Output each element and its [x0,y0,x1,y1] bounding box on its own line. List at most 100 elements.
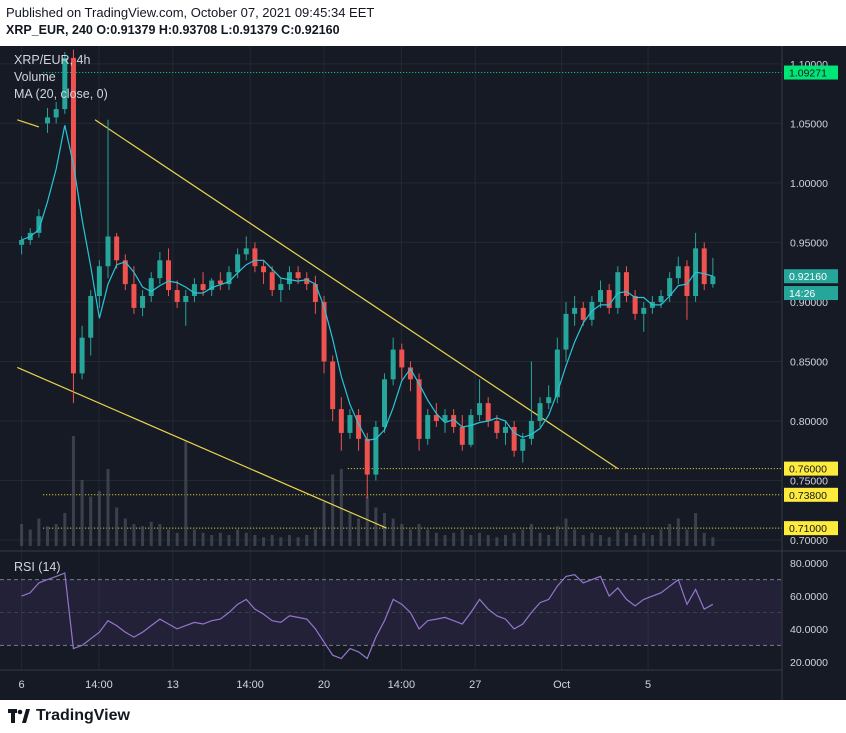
volume-bar [443,535,447,546]
volume-bar [201,532,205,546]
candle-body [79,337,85,374]
candle-body [373,426,379,475]
volume-bar [287,535,291,546]
time-tick-label: 6 [19,679,25,691]
volume-bar [426,529,430,546]
candle-body [433,415,439,421]
price-chart[interactable]: 1.100001.050001.000000.950000.900000.850… [0,46,846,700]
volume-bar [383,513,387,546]
volume-bar [89,496,93,546]
candle-body [62,57,68,110]
volume-bar [590,532,594,546]
candle-body [338,409,344,433]
candle-body [191,284,197,296]
candle-body [364,438,370,475]
rsi-tick-label: 20.0000 [790,657,828,669]
price-tick-label: 0.85000 [790,356,828,368]
volume-bar [452,532,456,546]
candle-body [598,290,604,302]
volume-bar [236,529,240,546]
price-label-box [784,521,838,536]
tradingview-logo-icon [8,709,30,723]
trendline [94,119,619,470]
volume-bar [210,535,214,546]
candle-body [399,349,405,368]
trendline [17,119,40,128]
candle-body [131,284,137,308]
candle-body [511,426,517,451]
volume-bar [607,537,611,546]
volume-bar [63,513,67,546]
volume-bar [305,535,309,546]
tradingview-logo[interactable]: TradingView [8,707,130,725]
candle-body [114,236,120,261]
volume-bar [599,535,603,546]
legend-ma: MA (20, close, 0) [14,87,108,101]
price-tick-label: 1.00000 [790,178,828,190]
candle-body [485,403,491,421]
price-label-text: 0.73800 [789,490,827,502]
volume-bar [218,532,222,546]
volume-bar [676,518,680,546]
candle-body [347,415,353,433]
candle-body [140,296,146,308]
candle-body [451,415,457,427]
volume-bar [322,502,326,546]
candle-body [200,284,206,291]
volume-bar [624,532,628,546]
candle-body [19,240,25,245]
volume-bar [400,524,404,546]
price-label-text: 1.09271 [789,68,827,80]
tradingview-brand: TradingView [36,707,130,724]
volume-bar [711,537,715,546]
candle-body [563,313,569,350]
volume-bar [469,535,473,546]
volume-bar [616,529,620,546]
volume-bar [650,535,654,546]
rsi-tick-label: 40.0000 [790,624,828,636]
volume-bar [279,537,283,546]
volume-bar [175,532,179,546]
volume-bar [391,518,395,546]
volume-bar [659,529,663,546]
volume-bar [434,532,438,546]
candle-body [321,301,327,362]
volume-bar [123,518,127,546]
candle-body [459,426,465,445]
volume-bar [20,524,24,546]
candle-body [70,57,76,374]
volume-bar [54,524,58,546]
volume-bars [20,436,715,546]
volume-bar [642,532,646,546]
volume-bar [106,469,110,546]
candle-body [684,266,690,296]
candle-body [390,349,396,380]
volume-bar [296,537,300,546]
volume-bar [97,491,101,546]
time-tick-label: 13 [167,679,179,691]
rsi-tick-label: 80.0000 [790,558,828,570]
volume-bar [331,474,335,546]
candle-body [641,307,647,314]
candle-body [537,403,543,421]
price-label-text: 0.92160 [789,271,827,283]
volume-bar [348,513,352,546]
price-label-text: 0.76000 [789,464,827,476]
time-tick-label: 14:00 [85,679,113,691]
volume-bar [339,469,343,546]
candle-body [45,117,51,124]
candle-body [546,397,552,404]
candle-body [520,438,526,451]
candle-body [226,272,232,285]
volume-bar [702,532,706,546]
price-label-box [784,286,838,301]
candle-body [286,272,292,285]
volume-bar [408,529,412,546]
candle-body [468,415,474,445]
candle-body [356,415,362,439]
volume-bar [158,524,162,546]
price-label-box [784,65,838,80]
volume-bar [417,524,421,546]
candle-body [632,296,638,314]
candle-body [278,284,284,291]
